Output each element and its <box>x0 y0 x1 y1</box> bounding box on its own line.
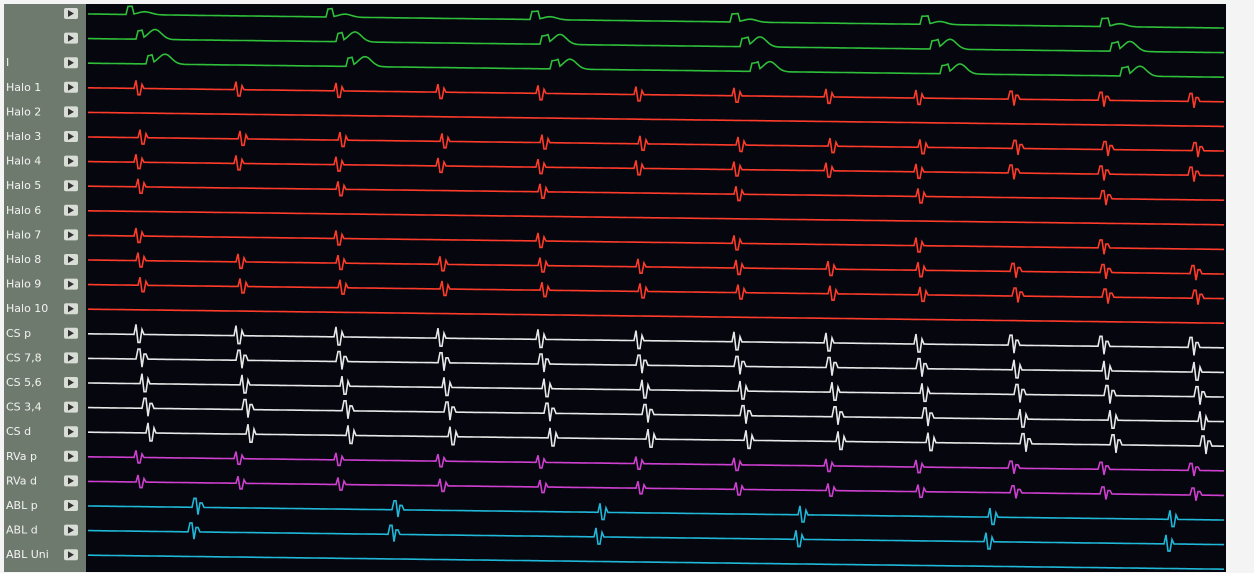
channel-label: ABL p <box>6 499 38 512</box>
channel-label: Halo 9 <box>6 278 41 291</box>
channel-label: Halo 8 <box>6 253 41 266</box>
channel-label: Halo 6 <box>6 204 41 217</box>
channel-label: Halo 1 <box>6 81 41 94</box>
channel-label: Halo 3 <box>6 130 41 143</box>
channel-label: Halo 5 <box>6 179 41 192</box>
channel-label: CS p <box>6 327 31 340</box>
channel-label: CS 7,8 <box>6 351 42 364</box>
channel-label: I <box>6 56 9 69</box>
channel-label: Halo 2 <box>6 105 41 118</box>
recording-screen: I Halo 1 Halo 2 Halo 3 Halo 4 Halo 5 Halo 6 Hal… <box>0 0 1254 573</box>
channel-label: ABL d <box>6 524 38 537</box>
channel-label: Halo 7 <box>6 228 41 241</box>
channel-label: RVa p <box>6 450 37 463</box>
channel-label: RVa d <box>6 474 37 487</box>
channel-label: ABL Uni <box>6 548 49 561</box>
channel-label: Halo 10 <box>6 302 48 315</box>
channel-label: CS d <box>6 425 31 438</box>
channel-label: Halo 4 <box>6 155 41 168</box>
channel-label: CS 3,4 <box>6 401 42 414</box>
channel-label: CS 5,6 <box>6 376 42 389</box>
